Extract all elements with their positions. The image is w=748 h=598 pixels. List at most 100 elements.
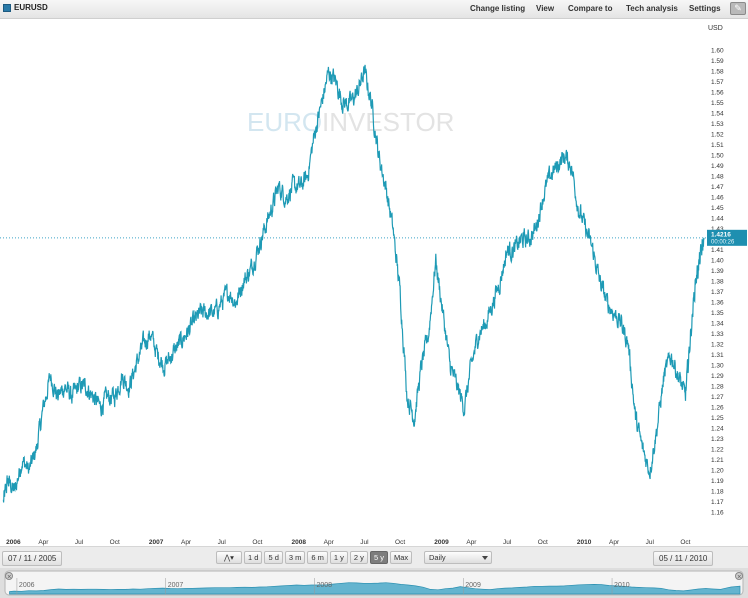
range-6m-button[interactable]: 6 m xyxy=(307,551,328,564)
compare-to-menu[interactable]: Compare to xyxy=(568,4,613,13)
y-tick-label: 1.33 xyxy=(711,331,724,338)
navigator-right-handle[interactable] xyxy=(735,572,743,580)
y-tick-label: 1.55 xyxy=(711,100,724,107)
x-tick-label: Jul xyxy=(218,539,227,546)
y-tick-label: 1.18 xyxy=(711,489,724,496)
y-tick-label: 1.48 xyxy=(711,174,724,181)
interval-value: Daily xyxy=(429,553,446,562)
y-tick-label: 1.21 xyxy=(711,457,724,464)
x-tick-label: Jul xyxy=(75,539,84,546)
x-tick-label: Oct xyxy=(538,539,548,546)
x-tick-label: Apr xyxy=(181,539,192,546)
x-tick-label: Apr xyxy=(324,539,335,546)
navigator-left-handle[interactable] xyxy=(5,572,13,580)
y-tick-label: 1.34 xyxy=(711,321,724,328)
currency-label: USD xyxy=(708,25,723,32)
range-3m-button[interactable]: 3 m xyxy=(284,551,306,564)
y-tick-label: 1.35 xyxy=(711,310,724,317)
y-tick-label: 1.16 xyxy=(711,510,724,517)
y-tick-label: 1.38 xyxy=(711,279,724,286)
y-tick-label: 1.49 xyxy=(711,163,724,170)
y-tick-label: 1.22 xyxy=(711,447,724,454)
x-tick-label: 2010 xyxy=(577,539,592,546)
navigator-year-label: 2006 xyxy=(19,582,35,589)
y-tick-label: 1.17 xyxy=(711,499,724,506)
x-tick-label: Oct xyxy=(395,539,405,546)
ticker-symbol: EURUSD xyxy=(14,3,48,12)
range-buttons: ⋀▾ 1 d 5 d 3 m 6 m 1 y 2 y 5 y Max xyxy=(216,551,413,564)
y-tick-label: 1.45 xyxy=(711,205,724,212)
range-max-button[interactable]: Max xyxy=(389,551,413,564)
y-tick-label: 1.41 xyxy=(711,247,724,254)
navigator[interactable]: 2006 2007 2008 2009 2010 × × xyxy=(0,568,748,598)
chevron-down-icon xyxy=(482,556,488,560)
range-1y-button[interactable]: 1 y xyxy=(329,551,348,564)
range-2y-button[interactable]: 2 y xyxy=(349,551,368,564)
end-date-field[interactable]: 05 / 11 / 2010 xyxy=(653,551,714,566)
navigator-year-label: 2007 xyxy=(168,582,184,589)
watermark-euro: EURO xyxy=(247,107,322,137)
y-tick-label: 1.23 xyxy=(711,436,724,443)
x-tick-label: Oct xyxy=(252,539,262,546)
y-tick-label: 1.46 xyxy=(711,195,724,202)
current-price-tag: 1.4216 00:00:26 xyxy=(707,229,747,246)
navigator-year-label: 2008 xyxy=(316,582,332,589)
watermark-investor: INVESTOR xyxy=(322,107,454,137)
range-5y-button[interactable]: 5 y xyxy=(369,551,388,564)
y-tick-label: 1.26 xyxy=(711,405,724,412)
y-tick-label: 1.37 xyxy=(711,289,724,296)
range-1d-button[interactable]: 1 d xyxy=(244,551,263,564)
tech-analysis-menu[interactable]: Tech analysis xyxy=(626,4,678,13)
interval-select[interactable]: Daily xyxy=(424,551,492,564)
y-tick-label: 1.50 xyxy=(711,153,724,160)
navigator-chart: 2006 2007 2008 2009 2010 × × xyxy=(4,570,744,596)
x-tick-label: Jul xyxy=(360,539,369,546)
left-handle-icon: × xyxy=(7,573,12,580)
x-tick-label: Oct xyxy=(680,539,690,546)
x-tick-label: 2006 xyxy=(6,539,21,546)
y-tick-label: 1.28 xyxy=(711,384,724,391)
x-tick-label: 2009 xyxy=(434,539,449,546)
price-chart[interactable]: EURO INVESTOR USD 1.161.171.181.191.201.… xyxy=(0,18,748,546)
current-price-time: 00:00:26 xyxy=(711,239,735,245)
y-tick-label: 1.59 xyxy=(711,58,724,65)
y-tick-label: 1.47 xyxy=(711,184,724,191)
y-tick-label: 1.57 xyxy=(711,79,724,86)
top-toolbar: EURUSD Change listing View Compare to Te… xyxy=(0,0,748,19)
listing-icon xyxy=(3,3,11,12)
change-listing-menu[interactable]: Change listing xyxy=(470,4,526,13)
range-5d-button[interactable]: 5 d xyxy=(264,551,283,564)
x-tick-label: Apr xyxy=(609,539,620,546)
navigator-area xyxy=(9,582,741,595)
y-tick-label: 1.53 xyxy=(711,121,724,128)
settings-menu[interactable]: Settings xyxy=(689,4,721,13)
navigator-year-label: 2009 xyxy=(465,582,481,589)
ticker-label[interactable]: EURUSD xyxy=(3,3,48,12)
x-tick-label: Jul xyxy=(503,539,512,546)
x-tick-label: 2008 xyxy=(292,539,307,546)
y-tick-label: 1.36 xyxy=(711,300,724,307)
right-handle-icon: × xyxy=(737,573,742,580)
y-tick-label: 1.30 xyxy=(711,363,724,370)
chart-type-button[interactable]: ⋀▾ xyxy=(216,551,242,564)
x-tick-label: 2007 xyxy=(149,539,164,546)
y-tick-label: 1.54 xyxy=(711,111,724,118)
tools-icon[interactable]: ✎ xyxy=(730,2,746,15)
y-axis: 1.16 1.17 1.18 1.19 1.20 1.21 1.22 1.23 1.24 1.25… xyxy=(711,48,724,517)
y-tick-label: 1.51 xyxy=(711,142,724,149)
start-date-field[interactable]: 07 / 11 / 2005 xyxy=(2,551,63,566)
y-tick-label: 1.39 xyxy=(711,268,724,275)
y-tick-label: 1.52 xyxy=(711,132,724,139)
x-tick-label: Apr xyxy=(38,539,49,546)
y-tick-label: 1.32 xyxy=(711,342,724,349)
y-tick-label: 1.56 xyxy=(711,90,724,97)
y-tick-label: 1.27 xyxy=(711,394,724,401)
navigator-year-label: 2010 xyxy=(614,582,630,589)
y-tick-label: 1.29 xyxy=(711,373,724,380)
x-tick-label: Apr xyxy=(466,539,477,546)
y-tick-label: 1.20 xyxy=(711,468,724,475)
y-tick-label: 1.60 xyxy=(711,48,724,55)
price-series-line xyxy=(2,64,705,503)
view-menu[interactable]: View xyxy=(536,4,555,13)
y-tick-label: 1.44 xyxy=(711,216,724,223)
